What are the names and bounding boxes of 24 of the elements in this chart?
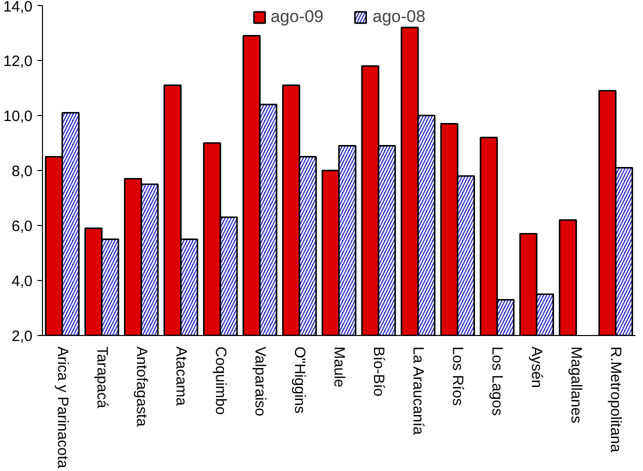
y-tick-label: 10,0 <box>3 108 33 125</box>
x-tick-label: Arica y Parinacota <box>54 346 71 469</box>
y-tick-label: 6,0 <box>12 218 33 235</box>
y-tick-label: 14,0 <box>3 0 33 16</box>
x-tick-label: Maule <box>330 346 348 388</box>
legend-label: ago-09 <box>270 7 324 27</box>
x-tick-label: La Araucanía <box>410 346 427 436</box>
x-tick-label: Valparaiso <box>251 346 268 416</box>
x-tick-label: Los Ríos <box>449 346 466 406</box>
x-tick-label: O"Higgins <box>290 346 308 414</box>
x-tick-label: Los Lagos <box>488 346 506 416</box>
x-tick-label: R.Metropolitana <box>607 346 624 454</box>
x-tick-label: Bío-Bío <box>370 346 388 397</box>
y-tick-label: 4,0 <box>12 273 33 290</box>
y-tick-label: 12,0 <box>3 53 33 70</box>
x-tick-label: Aysén <box>528 346 546 388</box>
x-tick-label: Coquimbo <box>212 346 229 415</box>
x-tick-label: Magallanes <box>568 346 585 424</box>
y-tick-label: 2,0 <box>12 328 33 345</box>
x-tick-label: Tarapacá <box>93 346 110 409</box>
legend-label: ago-08 <box>372 7 426 27</box>
x-tick-label: Atacama <box>172 346 190 406</box>
y-tick-label: 8,0 <box>12 163 33 180</box>
x-tick-label: Antofagasta <box>132 346 150 428</box>
